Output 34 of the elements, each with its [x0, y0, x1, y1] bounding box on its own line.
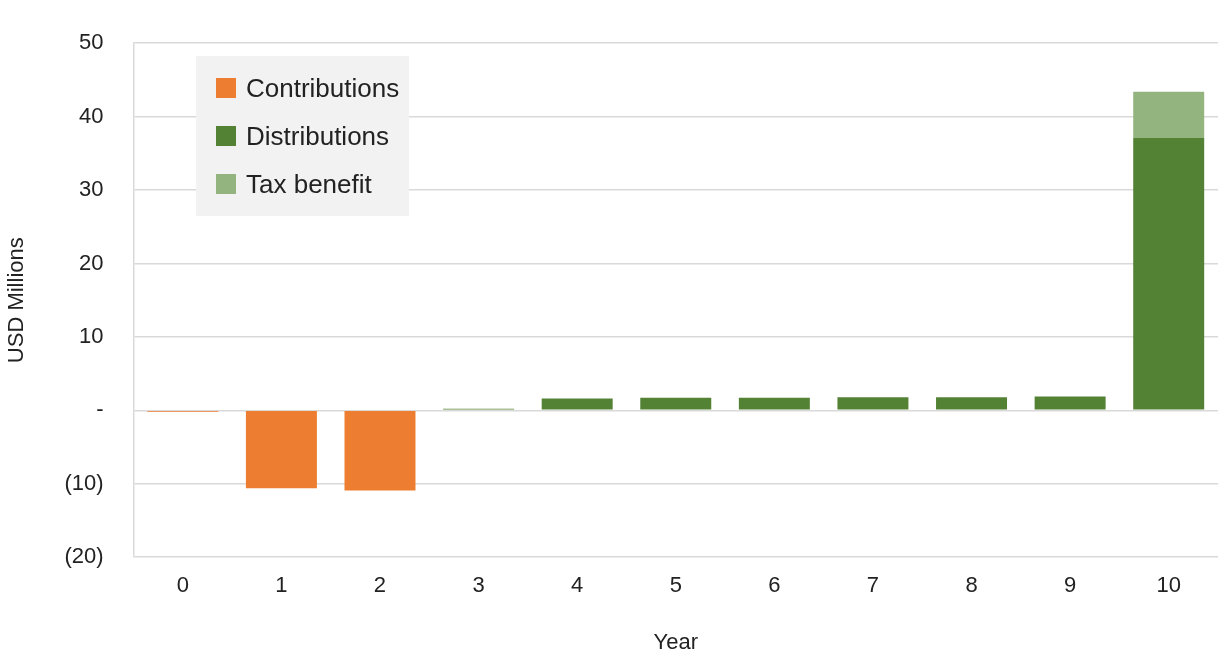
x-tick-label: 9: [1063, 572, 1077, 598]
bar: [936, 397, 1008, 410]
bar: [245, 411, 317, 489]
y-tick-label: (10): [64, 469, 104, 495]
x-tick-label: 4: [571, 572, 584, 598]
x-tick-label: 0: [176, 572, 189, 598]
y-axis-title: USD Millions: [3, 237, 29, 364]
y-tick-label: 50: [79, 29, 104, 55]
x-tick-label: 6: [768, 572, 781, 598]
bar: [344, 411, 416, 491]
x-tick-label: 2: [373, 572, 387, 598]
bar: [1133, 91, 1205, 138]
x-tick-label: 10: [1156, 572, 1181, 598]
bar: [541, 398, 613, 410]
y-tick-label: (20): [64, 543, 104, 569]
legend-label: Distributions: [246, 120, 390, 152]
x-tick-label: 7: [866, 572, 880, 598]
bar: [1034, 396, 1106, 410]
x-tick-label: 1: [275, 572, 288, 598]
y-tick-label: 20: [79, 249, 104, 275]
x-tick-label: 8: [965, 572, 978, 598]
y-tick-label: 40: [79, 102, 104, 128]
bar: [738, 397, 810, 410]
bar: [640, 397, 712, 410]
y-tick-label: 10: [79, 322, 104, 348]
x-tick-label: 3: [472, 572, 485, 598]
y-tick-label: -: [96, 396, 104, 422]
x-axis-title: Year: [653, 628, 698, 654]
y-tick-label: 30: [79, 176, 104, 202]
legend-label: Contributions: [246, 72, 400, 104]
x-tick-label: 5: [669, 572, 682, 598]
bar: [837, 397, 909, 410]
bar: [1133, 137, 1205, 410]
legend-label: Tax benefit: [246, 168, 372, 200]
